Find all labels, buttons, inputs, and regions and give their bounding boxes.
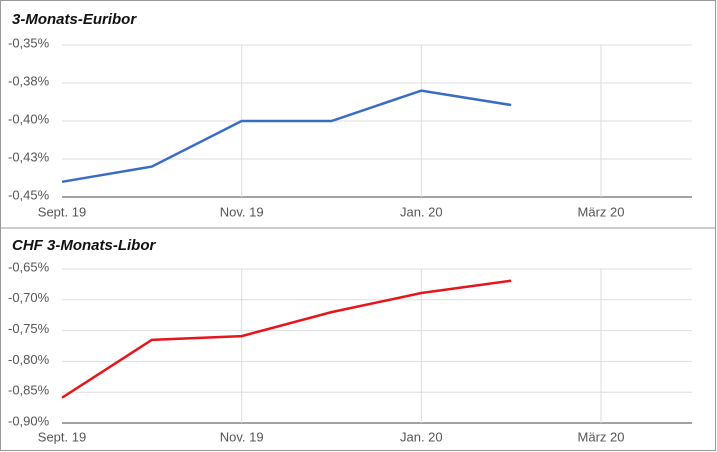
x-tick-label: Sept. 19 bbox=[38, 429, 86, 444]
y-tick-label: -0,65% bbox=[8, 259, 50, 274]
chart-title: 3-Monats-Euribor bbox=[12, 11, 137, 28]
chart-title: CHF 3-Monats-Libor bbox=[12, 237, 156, 254]
y-tick-label: -0,43% bbox=[8, 149, 50, 164]
y-tick-label: -0,85% bbox=[8, 383, 50, 398]
x-tick-label: Jan. 20 bbox=[400, 429, 443, 444]
x-tick-label: Nov. 19 bbox=[220, 204, 264, 219]
x-tick-label: Sept. 19 bbox=[38, 204, 86, 219]
y-tick-label: -0,35% bbox=[8, 35, 50, 50]
x-tick-label: Nov. 19 bbox=[220, 429, 264, 444]
x-tick-label: März 20 bbox=[578, 204, 625, 219]
y-tick-label: -0,80% bbox=[8, 352, 50, 367]
x-tick-label: März 20 bbox=[578, 429, 625, 444]
y-tick-label: -0,75% bbox=[8, 321, 50, 336]
y-tick-label: -0,90% bbox=[8, 413, 50, 428]
y-tick-label: -0,45% bbox=[8, 187, 50, 202]
x-tick-label: Jan. 20 bbox=[400, 204, 443, 219]
y-tick-label: -0,38% bbox=[8, 73, 50, 88]
y-tick-label: -0,70% bbox=[8, 290, 50, 305]
line-series bbox=[61, 279, 512, 399]
line-series bbox=[61, 89, 512, 184]
y-tick-label: -0,40% bbox=[8, 111, 50, 126]
